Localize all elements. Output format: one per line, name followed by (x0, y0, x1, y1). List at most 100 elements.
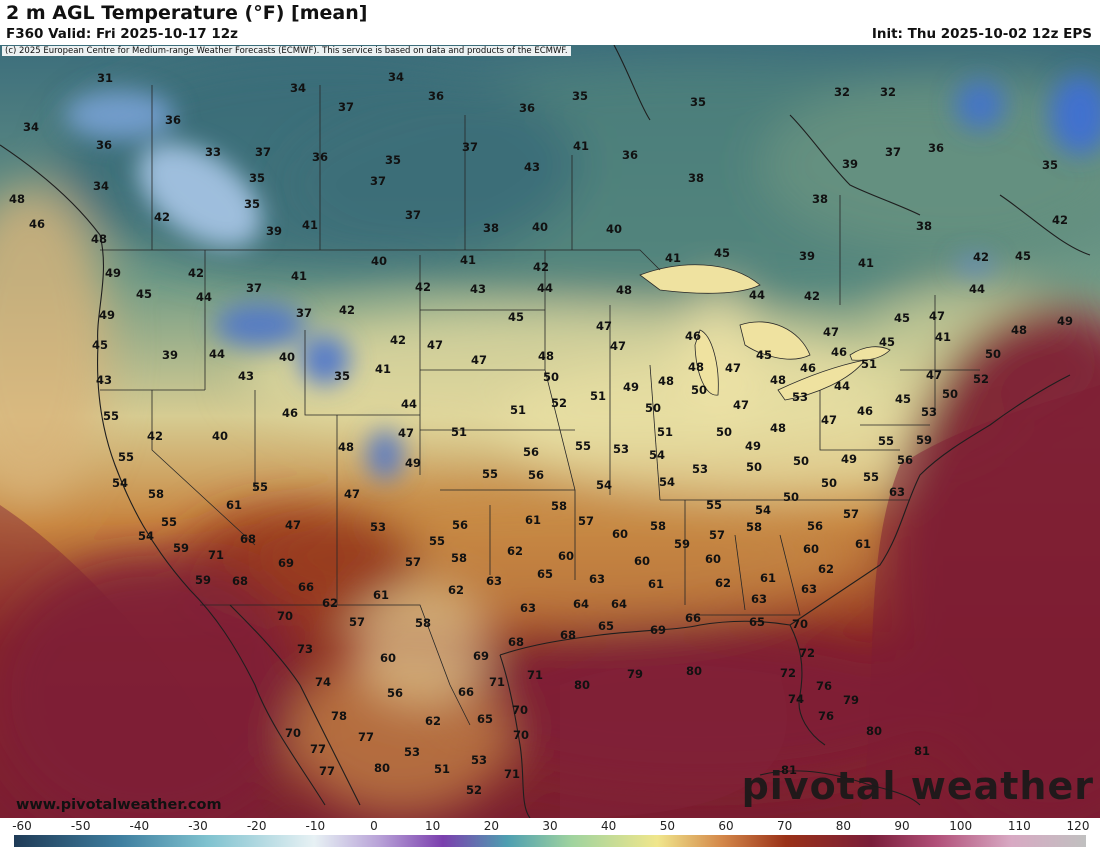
temperature-label: 46 (800, 361, 816, 375)
temperature-label: 59 (674, 537, 690, 551)
temperature-label: 46 (29, 217, 45, 231)
temperature-label: 34 (23, 120, 39, 134)
colorbar-tick-label: -20 (246, 819, 267, 833)
temperature-label: 52 (551, 396, 567, 410)
temperature-label: 54 (138, 529, 154, 543)
temperature-label: 37 (296, 306, 312, 320)
temperature-label: 34 (290, 81, 306, 95)
temperature-label: 47 (398, 426, 414, 440)
temperature-label: 79 (627, 667, 643, 681)
temperature-label: 58 (650, 519, 666, 533)
temperature-label: 36 (519, 101, 535, 115)
temperature-label: 48 (1011, 323, 1027, 337)
temperature-label: 31 (97, 71, 113, 85)
temperature-label: 45 (895, 392, 911, 406)
temperature-label: 47 (929, 309, 945, 323)
brand-logo: pivotal weather (741, 764, 1094, 808)
temperature-label: 62 (818, 562, 834, 576)
temperature-label: 80 (374, 761, 390, 775)
temperature-label: 48 (338, 440, 354, 454)
temperature-label: 47 (471, 353, 487, 367)
temperature-label: 46 (282, 406, 298, 420)
temperature-label: 61 (855, 537, 871, 551)
temperature-label: 70 (792, 617, 808, 631)
temperature-label: 48 (688, 360, 704, 374)
temperature-label: 55 (706, 498, 722, 512)
temperature-label: 44 (209, 347, 225, 361)
colorbar-tick-label: 80 (835, 819, 851, 833)
temperature-label: 44 (401, 397, 417, 411)
temperature-label: 57 (349, 615, 365, 629)
state-boundaries (100, 85, 980, 726)
temperature-label: 38 (916, 219, 932, 233)
temperature-label: 44 (969, 282, 985, 296)
temperature-label: 71 (208, 548, 224, 562)
temperature-label: 77 (310, 742, 326, 756)
temperature-label: 70 (277, 609, 293, 623)
temperature-label: 45 (92, 338, 108, 352)
temperature-label: 39 (842, 157, 858, 171)
temperature-label: 53 (921, 405, 937, 419)
temperature-label: 59 (195, 573, 211, 587)
temperature-label: 42 (1052, 213, 1068, 227)
temperature-label: 55 (429, 534, 445, 548)
temperature-label: 50 (942, 387, 958, 401)
temperature-label: 68 (560, 628, 576, 642)
temperature-label: 54 (659, 475, 675, 489)
temperature-label: 47 (926, 368, 942, 382)
colorbar (14, 835, 1086, 847)
temperature-label: 81 (914, 744, 930, 758)
temperature-label: 45 (136, 287, 152, 301)
temperature-label: 42 (804, 289, 820, 303)
temperature-label: 68 (232, 574, 248, 588)
temperature-label: 42 (188, 266, 204, 280)
temperature-label: 54 (112, 476, 128, 490)
cold-cores (65, 75, 1100, 480)
temperature-label: 36 (165, 113, 181, 127)
temperature-label: 61 (226, 498, 242, 512)
temperature-label: 32 (880, 85, 896, 99)
temperature-label: 46 (857, 404, 873, 418)
colorbar-tick-label: 0 (370, 819, 378, 833)
temperature-label: 56 (897, 453, 913, 467)
temperature-label: 51 (451, 425, 467, 439)
colorbar-tick-label: 70 (777, 819, 793, 833)
temperature-label: 55 (863, 470, 879, 484)
temperature-label: 55 (575, 439, 591, 453)
colorbar-tick-label: 40 (601, 819, 617, 833)
temperature-label: 41 (375, 362, 391, 376)
temperature-label: 57 (405, 555, 421, 569)
temperature-label: 68 (508, 635, 524, 649)
temperature-label: 47 (427, 338, 443, 352)
temperature-label: 37 (246, 281, 262, 295)
temperature-label: 50 (645, 401, 661, 415)
temperature-label: 62 (507, 544, 523, 558)
temperature-label: 47 (610, 339, 626, 353)
temperature-label: 60 (380, 651, 396, 665)
website-link[interactable]: www.pivotalweather.com (16, 797, 222, 813)
temperature-label: 50 (691, 383, 707, 397)
temperature-label: 50 (783, 490, 799, 504)
temperature-label: 41 (858, 256, 874, 270)
temperature-label: 53 (792, 390, 808, 404)
temperature-label: 43 (96, 373, 112, 387)
temperature-label: 60 (705, 552, 721, 566)
temperature-label: 41 (665, 251, 681, 265)
temperature-label: 35 (1042, 158, 1058, 172)
temperature-label: 35 (244, 197, 260, 211)
temperature-label: 34 (388, 70, 404, 84)
copyright-notice: (c) 2025 European Centre for Medium-rang… (2, 46, 571, 56)
temperature-label: 47 (285, 518, 301, 532)
temperature-label: 80 (574, 678, 590, 692)
colorbar-tick-label: 110 (1007, 819, 1031, 833)
temperature-label: 50 (716, 425, 732, 439)
temperature-label: 60 (634, 554, 650, 568)
temperature-label: 47 (823, 325, 839, 339)
temperature-label: 39 (799, 249, 815, 263)
map-title: 2 m AGL Temperature (°F) [mean] (6, 2, 368, 24)
temperature-label: 48 (538, 349, 554, 363)
temperature-label: 48 (616, 283, 632, 297)
temperature-label: 55 (252, 480, 268, 494)
temperature-label: 45 (879, 335, 895, 349)
temperature-map[interactable]: 31 34 34 36 35 35 32 32 34 36 37 36 36 33 37 36 35 37 41 36… (0, 45, 1100, 818)
